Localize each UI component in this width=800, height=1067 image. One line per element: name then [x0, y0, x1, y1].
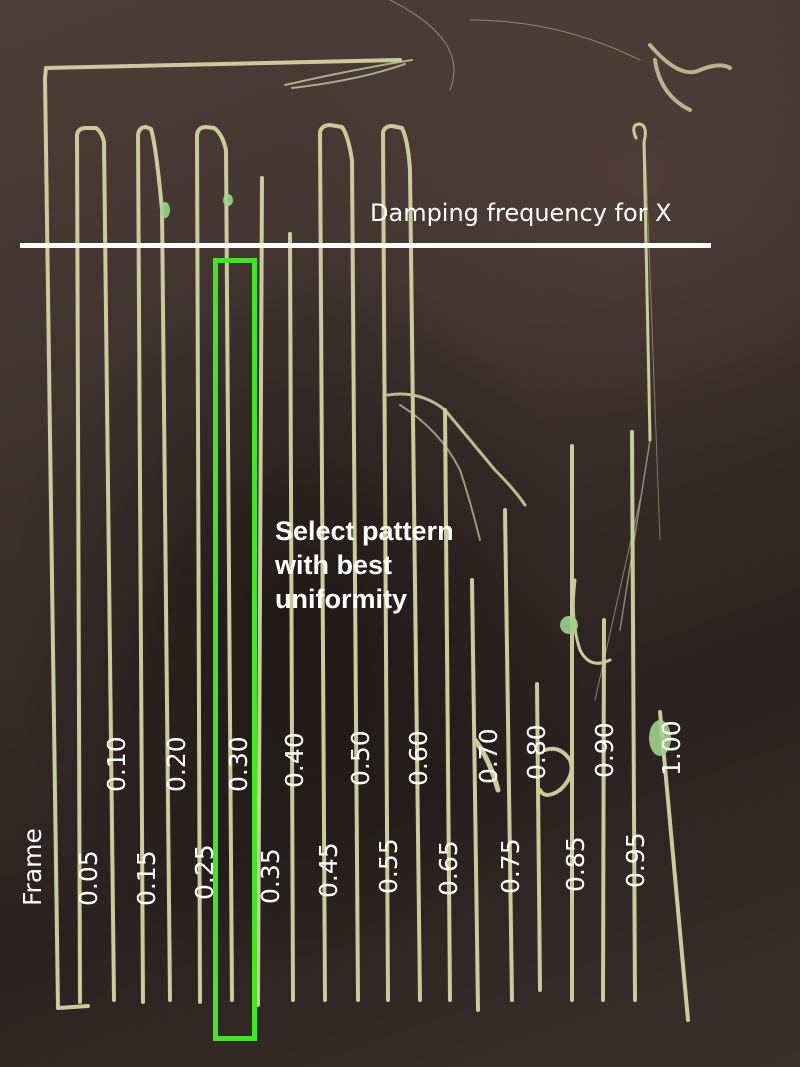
title-underline	[20, 243, 711, 248]
frequency-label-0-35: 0.35	[256, 848, 285, 904]
frequency-label-0-10: 0.10	[102, 736, 131, 792]
frequency-label-0-75: 0.75	[496, 838, 525, 894]
frame-line	[43, 58, 402, 1010]
filament-blob	[160, 202, 170, 218]
filament-blob	[649, 720, 671, 756]
tangle-d	[571, 578, 612, 665]
frame-line-inner	[56, 1004, 90, 1010]
filament-blob	[223, 194, 233, 206]
callout-line: Select pattern	[275, 516, 454, 546]
frequency-label-0-65: 0.65	[434, 840, 463, 896]
frequency-label-0-30: 0.30	[224, 736, 253, 792]
tangle-c	[538, 746, 574, 797]
frequency-label-0-95: 0.95	[621, 832, 650, 888]
tangle-e	[472, 737, 501, 793]
pattern-line-8	[443, 408, 452, 1002]
pattern-loop-16	[632, 122, 652, 442]
filament-blob	[560, 616, 578, 634]
stray-diag-2	[594, 499, 641, 701]
stray-fiber	[389, 0, 641, 91]
pattern-line-15	[658, 710, 690, 1022]
pattern-line-13	[601, 618, 606, 1002]
frequency-label-0-25: 0.25	[190, 844, 219, 900]
frequency-label-0-60: 0.60	[404, 730, 433, 786]
frequency-label-0-45: 0.45	[314, 842, 343, 898]
select-pattern-callout: Select pattern with best uniformity	[275, 514, 505, 616]
frequency-label-0-50: 0.50	[346, 730, 375, 786]
frequency-label-0-05: 0.05	[74, 850, 103, 906]
pattern-loop-3	[195, 125, 234, 1004]
callout-line: uniformity	[275, 584, 407, 614]
pattern-line-4	[256, 176, 264, 1007]
frequency-label-0-90: 0.90	[590, 722, 619, 778]
frequency-label-0-55: 0.55	[374, 838, 403, 894]
top-strands	[284, 59, 413, 89]
frequency-label-1-00: 1.00	[657, 720, 686, 776]
pattern-loop-6	[318, 123, 360, 1002]
stray-vertical	[644, 139, 661, 541]
stray-diag-1	[619, 439, 651, 631]
pattern-loop-7	[381, 124, 422, 1002]
corner-wisp	[648, 43, 732, 112]
pattern-loop-1	[75, 126, 116, 1004]
frequency-label-0-85: 0.85	[561, 836, 590, 892]
damping-frequency-title: Damping frequency for X	[370, 199, 672, 227]
callout-line: with best	[275, 550, 393, 580]
pattern-line-11	[535, 682, 542, 992]
tangle-b	[399, 404, 481, 541]
pattern-line-10	[470, 578, 480, 1012]
selected-pattern-highlight	[213, 258, 257, 1041]
frequency-label-0-70: 0.70	[474, 728, 503, 784]
frequency-label-0-40: 0.40	[280, 732, 309, 788]
pattern-line-14	[630, 430, 637, 1002]
tangle-a	[386, 392, 527, 507]
frame-label: Frame	[18, 828, 47, 906]
frequency-label-0-80: 0.80	[522, 724, 551, 780]
pattern-line-5	[288, 232, 295, 1002]
pattern-line-9	[503, 508, 514, 1002]
frequency-label-0-15: 0.15	[132, 850, 161, 906]
frequency-label-0-20: 0.20	[162, 736, 191, 792]
pattern-loop-2	[136, 125, 172, 1004]
